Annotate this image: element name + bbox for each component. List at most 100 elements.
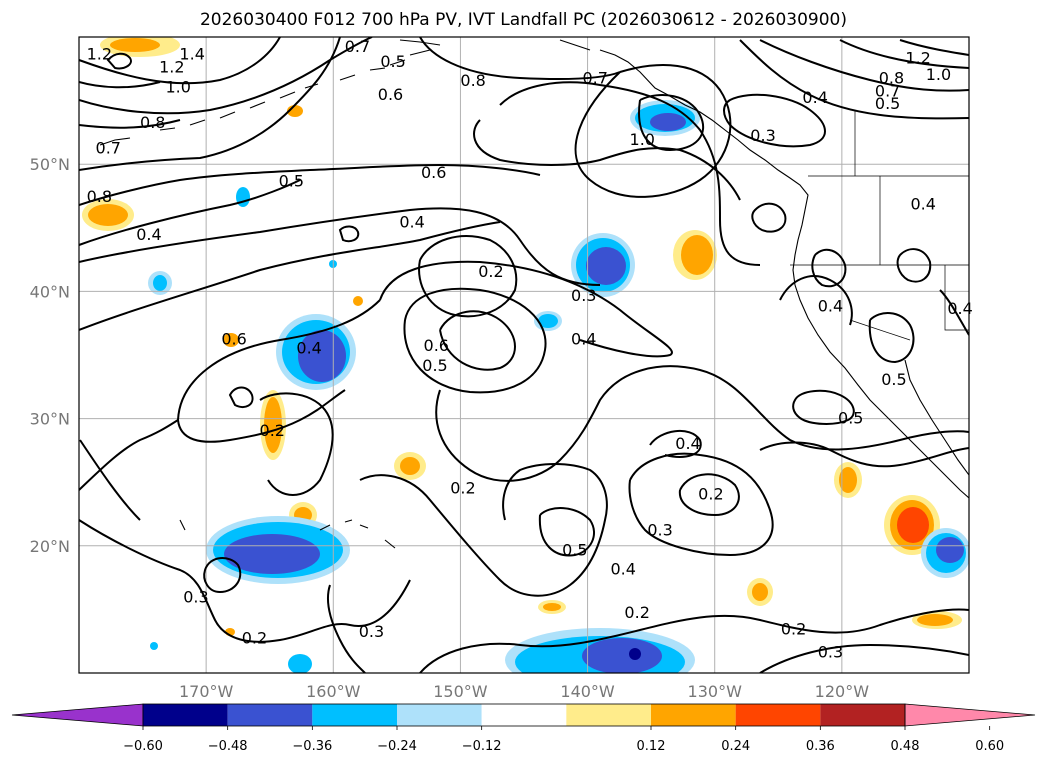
contour-label: 1.0 — [165, 78, 190, 97]
contour-label: 0.4 — [399, 212, 424, 231]
contour-line — [259, 392, 334, 496]
colorbar-segment — [312, 704, 397, 726]
colorbar-segment — [481, 704, 567, 726]
colorbar-tick-label: −0.36 — [292, 739, 332, 754]
longitude-tick-label: 130°W — [688, 682, 743, 701]
longitude-tick-label: 150°W — [433, 682, 488, 701]
contour-line — [792, 389, 855, 425]
contour-label: 0.2 — [781, 619, 806, 638]
contour-label: 0.7 — [345, 37, 370, 56]
contour-label: 0.5 — [838, 408, 863, 427]
contour-label: 1.4 — [179, 45, 204, 64]
latitude-tick-label: 30°N — [30, 410, 70, 429]
contour-line — [379, 260, 673, 358]
contour-label: 0.6 — [421, 163, 446, 182]
positive-anomaly-blob — [839, 467, 857, 493]
chart-title: 2026030400 F012 700 hPa PV, IVT Landfall… — [199, 10, 847, 30]
negative-anomaly-blob — [224, 534, 320, 574]
contour-label: 0.4 — [947, 299, 972, 318]
contour-line — [418, 235, 518, 318]
negative-anomaly-blob — [936, 537, 964, 563]
positive-anomaly-blob — [752, 583, 768, 601]
contour-label: 0.5 — [562, 541, 587, 560]
positive-anomaly-blob — [223, 333, 239, 347]
contour-line — [896, 248, 932, 283]
contour-line — [739, 39, 969, 120]
contour-line — [868, 312, 915, 364]
latitude-tick-labels: 20°N 30°N 40°N 50°N — [30, 155, 70, 556]
contour-line — [419, 608, 969, 673]
contour-line — [79, 37, 341, 171]
contour-label: 0.5 — [422, 356, 447, 375]
contour-label: 0.4 — [296, 338, 321, 357]
contour-line — [811, 248, 847, 288]
contour-line — [439, 310, 516, 371]
negative-anomaly-shading — [148, 100, 969, 673]
coastlines — [99, 39, 969, 549]
contour-line — [628, 452, 774, 557]
contour-line — [839, 39, 969, 69]
contour-label: 0.6 — [424, 336, 449, 355]
contour-label: 0.4 — [610, 560, 635, 579]
contour-label: 0.2 — [260, 421, 285, 440]
colorbar-tick-label: −0.24 — [377, 739, 417, 754]
negative-anomaly-blob — [582, 638, 662, 673]
colorbar-segment — [397, 704, 482, 726]
positive-anomaly-blob — [543, 603, 561, 611]
contour-label: 0.7 — [582, 69, 607, 88]
contour-line — [759, 441, 969, 468]
positive-anomaly-blob — [917, 614, 953, 626]
colorbar-segment — [143, 704, 228, 726]
longitude-tick-label: 140°W — [560, 682, 615, 701]
negative-anomaly-blob — [650, 113, 686, 131]
contour-label: 0.5 — [380, 52, 405, 71]
contour-line — [779, 275, 853, 326]
contour-line — [678, 473, 740, 517]
contour-line — [638, 94, 705, 152]
contour-line — [79, 519, 411, 643]
contour-label: 0.7 — [96, 139, 121, 158]
contour-label: 0.4 — [802, 88, 827, 107]
longitude-tick-label: 170°W — [179, 682, 234, 701]
contour-line — [79, 419, 179, 491]
contour-line — [435, 365, 969, 482]
contour-line — [759, 643, 969, 673]
contour-line — [228, 386, 254, 408]
north-america-coastline — [599, 49, 969, 499]
contour-label: 0.8 — [460, 71, 485, 90]
negative-anomaly-blob — [150, 642, 158, 650]
colorbar-segment — [735, 704, 821, 726]
contour-label: 0.5 — [279, 172, 304, 191]
contour-label: 0.4 — [675, 434, 700, 453]
contour-line — [203, 557, 242, 594]
negative-anomaly-blob — [288, 654, 312, 673]
contour-label: 0.4 — [571, 329, 596, 348]
colorbar-tick-label: −0.48 — [208, 739, 248, 754]
graticule — [79, 37, 969, 673]
positive-anomaly-blob — [264, 397, 282, 453]
contour-line — [79, 37, 373, 115]
contour-label: 0.6 — [378, 85, 403, 104]
positive-anomaly-blob — [88, 204, 128, 226]
colorbar-segment — [227, 704, 313, 726]
pv-contours — [79, 37, 969, 673]
colorbar-segment — [820, 704, 905, 726]
contour-line — [327, 584, 366, 673]
contour-label: 1.0 — [630, 130, 655, 149]
contour-line — [751, 202, 787, 233]
negative-anomaly-blob — [298, 330, 346, 382]
contour-line — [177, 299, 381, 421]
colorbar-tick-label: 0.48 — [891, 739, 920, 754]
latitude-tick-label: 50°N — [30, 155, 70, 174]
contour-line — [649, 429, 702, 458]
contour-label: 0.7 — [875, 81, 900, 100]
latitude-tick-label: 20°N — [30, 537, 70, 556]
colorbar-tick-label: 0.12 — [637, 739, 666, 754]
contour-label: 0.3 — [183, 588, 208, 607]
contour-line — [759, 39, 969, 92]
contour-line — [106, 52, 132, 70]
colorbar-tick-label: 0.24 — [721, 739, 750, 754]
contour-label: 0.5 — [875, 94, 900, 113]
contour-label: 0.6 — [221, 329, 246, 348]
